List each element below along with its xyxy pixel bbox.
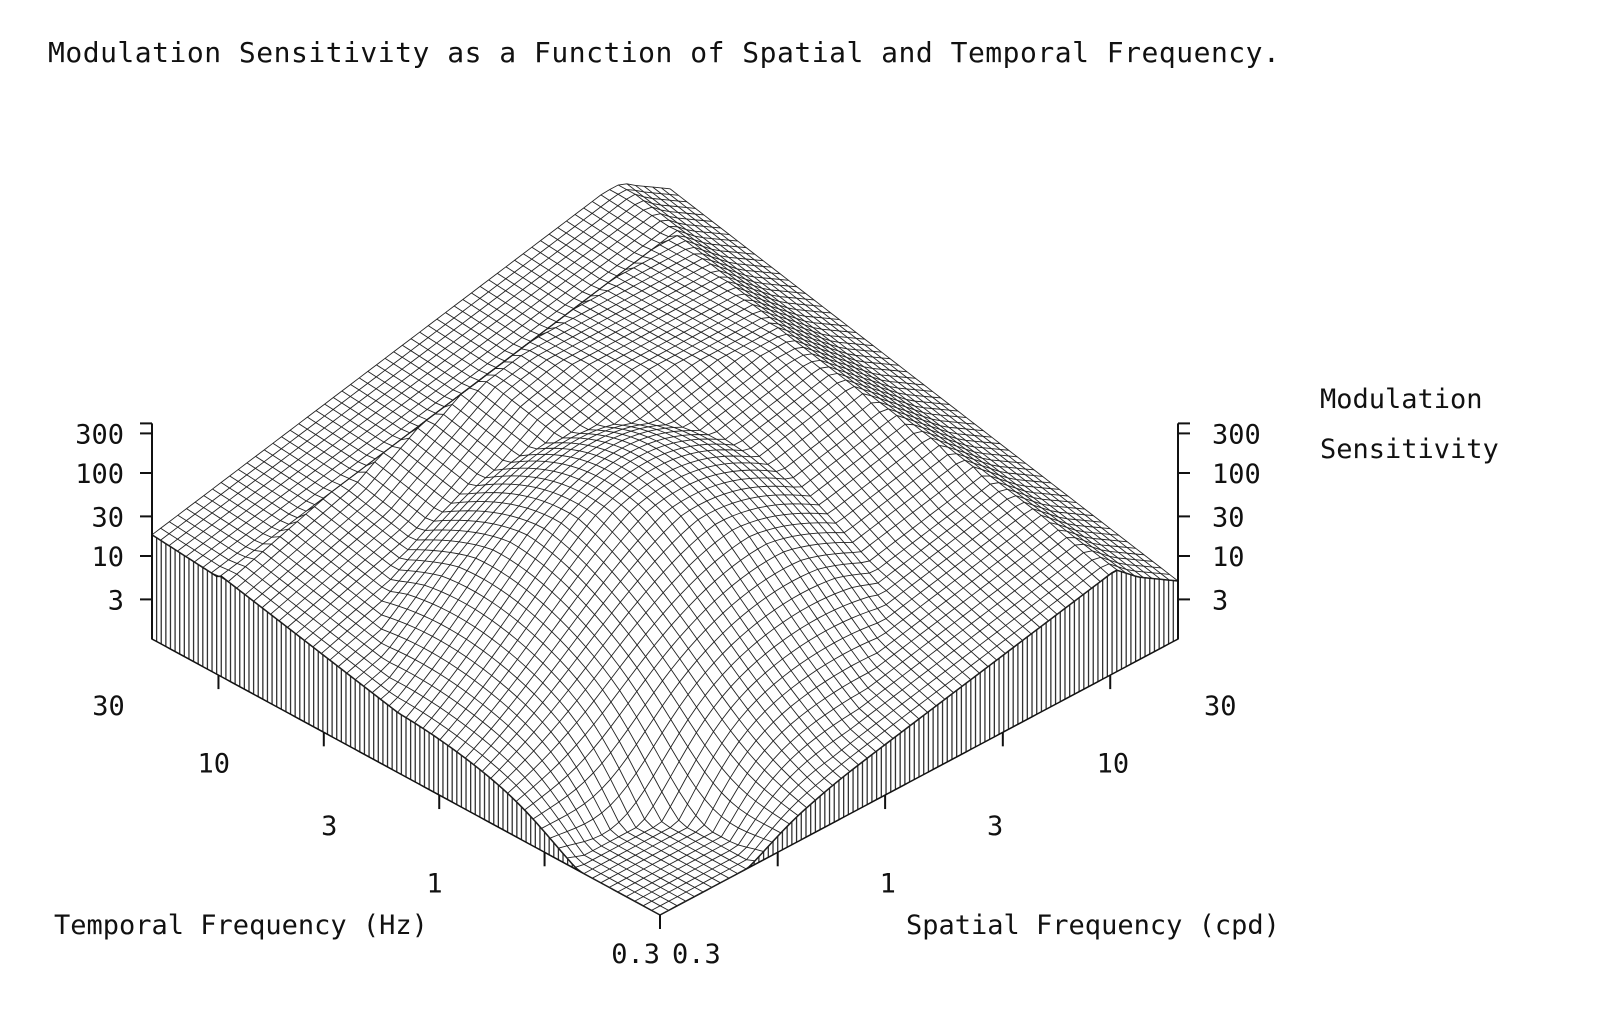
- mesh-line-spatial: [592, 201, 1101, 582]
- temporal-axis-title: Temporal Frequency (Hz): [54, 910, 428, 941]
- z-axis-title-line-2: Sensitivity: [1320, 434, 1499, 465]
- z-tick-label-left: 30: [91, 502, 124, 533]
- mesh-line-spatial: [661, 187, 1170, 581]
- right-wall-hatching: [659, 569, 1179, 916]
- temporal-tick-label: 10: [198, 748, 231, 779]
- mesh-line-spatial: [281, 436, 790, 825]
- temporal-tick-label: 0.3: [611, 939, 660, 970]
- z-tick-label-right: 30: [1212, 502, 1245, 533]
- mesh-line-spatial: [263, 449, 773, 843]
- z-tick-label-right: 3: [1212, 585, 1228, 616]
- mesh-line-spatial: [652, 186, 1162, 580]
- mesh-line-spatial: [548, 233, 1058, 615]
- mesh-line-spatial: [609, 189, 1118, 571]
- surface-mesh: [151, 183, 1179, 916]
- mesh-line-spatial: [643, 185, 1153, 579]
- spatial-axis-title: Spatial Frequency (cpd): [906, 910, 1280, 941]
- spatial-tick-label: 10: [1097, 748, 1130, 779]
- z-tick-label-left: 3: [108, 585, 124, 616]
- spatial-tick-label: 3: [987, 811, 1003, 842]
- mesh-line-spatial: [635, 185, 1144, 578]
- mesh-line-spatial: [669, 188, 1179, 582]
- labels-layer: 3 3 10 10 30 30 100 100 300 300 0.3 1 3 10 30 0.3 1 3 10 30…: [54, 384, 1499, 970]
- spatial-tick-label: 1: [880, 868, 896, 899]
- mesh-line-spatial: [169, 521, 678, 907]
- mesh-line-spatial: [583, 207, 1092, 589]
- mesh-line-spatial: [255, 455, 764, 852]
- spatial-tick-label: 30: [1204, 691, 1237, 722]
- z-tick-label-left: 300: [75, 419, 124, 450]
- mesh-line-spatial: [151, 534, 661, 916]
- z-tick-label-right: 10: [1212, 542, 1245, 573]
- mesh-line-spatial: [531, 246, 1041, 628]
- z-tick-label-left: 100: [75, 459, 124, 490]
- mesh-line-spatial: [272, 442, 782, 834]
- mesh-line-spatial: [212, 488, 721, 884]
- temporal-tick-label: 3: [321, 811, 337, 842]
- surface-fill-layer: [152, 183, 1178, 916]
- z-tick-label-left: 10: [91, 542, 124, 573]
- mesh-line-spatial: [600, 194, 1110, 576]
- z-tick-label-right: 300: [1212, 419, 1261, 450]
- mesh-line-spatial: [160, 527, 669, 911]
- spatial-tick-label: 0.3: [672, 939, 721, 970]
- chart-title: Modulation Sensitivity as a Function of …: [48, 36, 1281, 69]
- mesh-line-spatial: [626, 183, 1136, 577]
- mesh-line-spatial: [540, 240, 1049, 622]
- mesh-line-spatial: [238, 469, 747, 870]
- mesh-line-spatial: [557, 227, 1067, 609]
- mesh-line-spatial: [246, 462, 756, 862]
- mesh-line-spatial: [617, 184, 1127, 574]
- surface-backdrop: [152, 183, 1178, 916]
- mesh-line-spatial: [177, 514, 687, 902]
- mesh-line-spatial: [566, 220, 1075, 602]
- temporal-tick-label: 1: [426, 868, 442, 899]
- mesh-line-spatial: [194, 501, 704, 893]
- temporal-tick-label: 30: [92, 691, 125, 722]
- mesh-line-spatial: [186, 508, 695, 897]
- mesh-line-spatial: [220, 482, 730, 879]
- mesh-line-spatial: [574, 214, 1084, 596]
- mesh-line-spatial: [203, 495, 713, 888]
- z-tick-label-right: 100: [1212, 459, 1261, 490]
- axes-layer: [140, 422, 1190, 929]
- mesh-line-spatial: [289, 429, 799, 817]
- z-axis-title-line-1: Modulation: [1320, 384, 1483, 415]
- mesh-line-spatial: [229, 475, 738, 874]
